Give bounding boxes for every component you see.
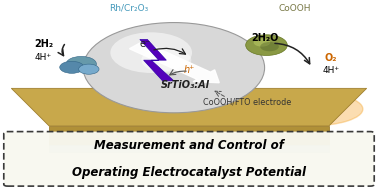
FancyArrow shape — [130, 42, 219, 83]
Ellipse shape — [60, 61, 84, 73]
Text: 4H⁺: 4H⁺ — [322, 66, 339, 75]
Text: 4H⁺: 4H⁺ — [35, 53, 52, 62]
Ellipse shape — [79, 64, 99, 74]
Text: Measurement and Control of: Measurement and Control of — [94, 139, 284, 152]
Ellipse shape — [70, 81, 278, 122]
Ellipse shape — [83, 23, 265, 113]
Ellipse shape — [260, 42, 279, 51]
Ellipse shape — [66, 56, 96, 71]
Text: CoOOH/FTO electrode: CoOOH/FTO electrode — [203, 97, 292, 106]
Text: 2H₂: 2H₂ — [34, 39, 53, 49]
Polygon shape — [49, 126, 329, 145]
Ellipse shape — [141, 48, 191, 73]
Polygon shape — [11, 88, 367, 126]
Ellipse shape — [254, 38, 270, 47]
Text: Rh/Cr₂O₃: Rh/Cr₂O₃ — [109, 4, 148, 13]
Polygon shape — [49, 145, 329, 152]
FancyBboxPatch shape — [4, 132, 374, 186]
Text: Operating Electrocatalyst Potential: Operating Electrocatalyst Potential — [72, 165, 306, 179]
Text: e⁻: e⁻ — [140, 39, 151, 49]
Ellipse shape — [246, 35, 287, 55]
Text: CoOOH: CoOOH — [279, 4, 311, 13]
Text: O₂: O₂ — [324, 53, 337, 63]
Text: SrTiO₃:Al: SrTiO₃:Al — [161, 80, 210, 90]
Text: h⁺: h⁺ — [183, 64, 195, 75]
Polygon shape — [140, 39, 174, 81]
Ellipse shape — [257, 92, 363, 126]
Ellipse shape — [110, 32, 192, 73]
Text: 2H₂O: 2H₂O — [251, 33, 278, 43]
Ellipse shape — [101, 88, 246, 100]
